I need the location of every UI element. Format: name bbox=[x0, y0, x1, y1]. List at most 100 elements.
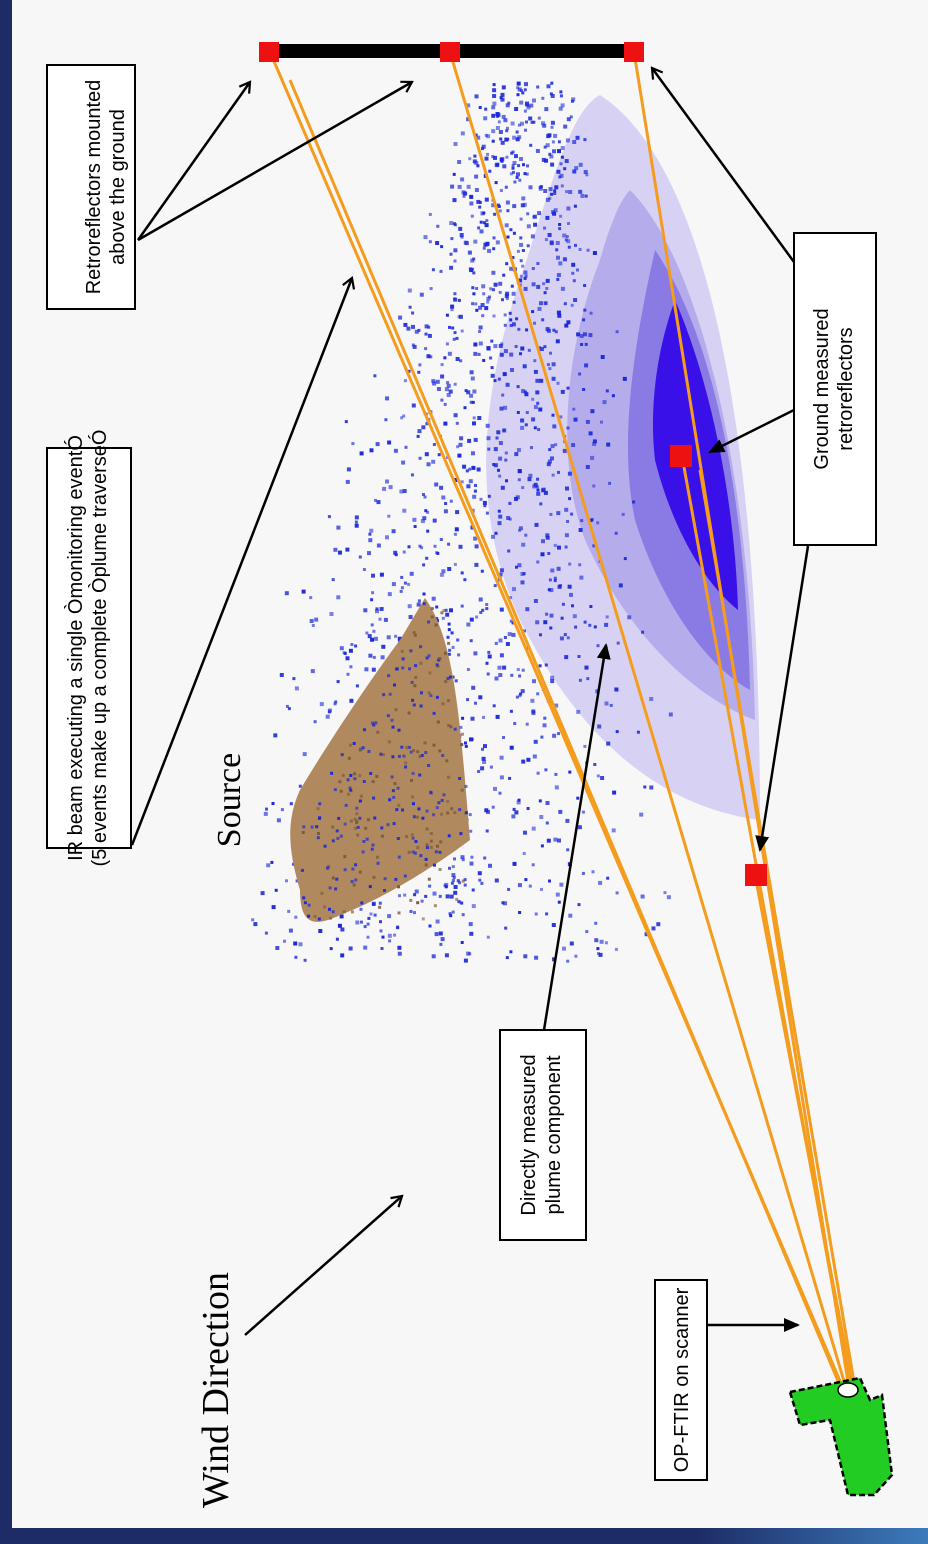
scatter-point bbox=[366, 922, 370, 926]
scatter-point bbox=[498, 514, 503, 519]
source-speckle bbox=[427, 764, 431, 767]
scatter-point bbox=[440, 398, 444, 402]
scatter-point bbox=[565, 190, 569, 194]
scatter-point bbox=[500, 159, 504, 163]
scatter-point bbox=[422, 563, 426, 567]
scatter-point bbox=[566, 239, 571, 244]
scatter-point bbox=[499, 189, 503, 192]
source-speckle bbox=[460, 788, 464, 792]
scatter-point bbox=[370, 637, 374, 642]
scatter-point bbox=[550, 456, 554, 461]
scatter-point bbox=[518, 278, 523, 283]
scatter-point bbox=[526, 164, 529, 168]
scatter-point bbox=[544, 238, 548, 242]
source-speckle bbox=[432, 743, 436, 747]
source-speckle bbox=[363, 728, 366, 732]
source-speckle bbox=[355, 806, 359, 810]
scatter-point bbox=[407, 582, 411, 586]
scatter-point bbox=[529, 143, 533, 147]
scatter-point bbox=[572, 169, 577, 174]
source-speckle bbox=[435, 663, 439, 667]
scatter-point bbox=[325, 714, 330, 719]
source-speckle bbox=[386, 714, 390, 718]
scatter-point bbox=[472, 389, 477, 394]
scatter-point bbox=[514, 496, 518, 501]
scatter-point bbox=[426, 354, 431, 359]
source-speckle bbox=[302, 896, 306, 900]
scatter-point bbox=[583, 170, 588, 174]
scatter-point bbox=[574, 625, 578, 629]
scatter-point bbox=[594, 938, 599, 943]
scatter-point bbox=[429, 287, 433, 291]
scatter-point bbox=[478, 325, 483, 330]
source-speckle bbox=[344, 803, 348, 807]
scatter-point bbox=[550, 81, 554, 85]
scatter-point bbox=[496, 203, 500, 207]
scatter-point bbox=[460, 571, 464, 575]
scatter-point bbox=[532, 679, 536, 684]
scatter-point bbox=[592, 439, 597, 444]
scatter-point bbox=[536, 692, 540, 696]
scatter-point bbox=[453, 142, 458, 146]
scatter-point bbox=[431, 379, 436, 384]
source-speckle bbox=[318, 816, 322, 820]
scatter-point bbox=[502, 428, 507, 433]
source-speckle bbox=[413, 893, 417, 897]
scatter-point bbox=[555, 241, 560, 245]
scatter-point bbox=[580, 193, 585, 198]
scatter-point bbox=[482, 715, 485, 719]
scatter-point bbox=[539, 633, 542, 637]
scatter-point bbox=[431, 268, 435, 272]
scatter-point bbox=[543, 226, 547, 230]
scatter-point bbox=[560, 155, 564, 159]
scatter-point bbox=[391, 529, 396, 534]
retroreflector-above-2 bbox=[440, 42, 460, 62]
scatter-point bbox=[578, 248, 582, 251]
scatter-point bbox=[288, 928, 293, 933]
scatter-point bbox=[584, 342, 588, 346]
source-speckle bbox=[349, 819, 353, 823]
source-speckle bbox=[459, 725, 463, 729]
scatter-point bbox=[609, 703, 613, 707]
scatter-point bbox=[566, 386, 570, 390]
scatter-point bbox=[289, 802, 293, 806]
scatter-point bbox=[444, 608, 448, 612]
scatter-point bbox=[523, 629, 526, 633]
scatter-point bbox=[564, 655, 569, 660]
scatter-point bbox=[492, 704, 496, 708]
source-speckle bbox=[412, 749, 415, 753]
source-speckle bbox=[349, 743, 352, 747]
scatter-point bbox=[386, 635, 391, 640]
source-speckle bbox=[460, 743, 464, 747]
scatter-point bbox=[498, 673, 503, 677]
scatter-point bbox=[460, 235, 464, 239]
scatter-point bbox=[460, 329, 464, 333]
scatter-point bbox=[511, 322, 516, 327]
scatter-point bbox=[523, 172, 527, 176]
scatter-point bbox=[443, 509, 448, 514]
scatter-point bbox=[409, 571, 414, 576]
source-speckle bbox=[371, 721, 374, 725]
scatter-point bbox=[260, 891, 265, 896]
scatter-point bbox=[494, 163, 499, 168]
scatter-point bbox=[408, 305, 412, 309]
scatter-point bbox=[516, 93, 520, 97]
scatter-point bbox=[384, 418, 388, 422]
source-speckle bbox=[361, 850, 365, 854]
scatter-point bbox=[505, 291, 510, 296]
scatter-point bbox=[562, 233, 567, 238]
scatter-point bbox=[493, 212, 497, 216]
source-speckle bbox=[450, 807, 454, 811]
source-speckle bbox=[433, 904, 437, 908]
source-speckle bbox=[413, 911, 416, 915]
source-speckle bbox=[396, 837, 400, 840]
source-speckle bbox=[410, 833, 414, 837]
scatter-point bbox=[397, 951, 402, 956]
source-speckle bbox=[436, 720, 440, 724]
scatter-point bbox=[545, 287, 549, 290]
scatter-point bbox=[492, 314, 496, 318]
scatter-point bbox=[455, 510, 460, 515]
scatter-point bbox=[553, 189, 557, 193]
scatter-point bbox=[517, 563, 522, 568]
scatter-point bbox=[329, 947, 333, 951]
